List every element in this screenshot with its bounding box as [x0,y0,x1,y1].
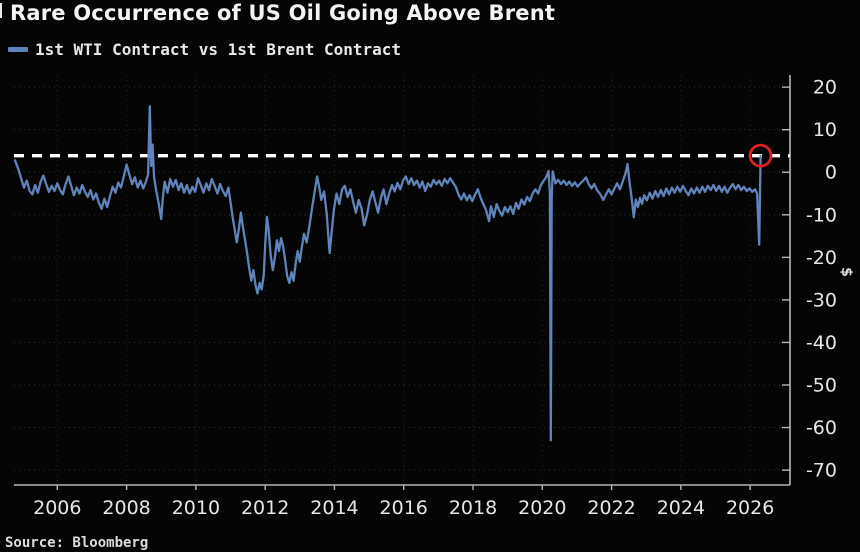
y-tick-label: -10 [806,204,837,226]
x-tick-label: 2012 [241,497,289,519]
screen-edge-artifact [0,3,2,18]
y-tick-label: -60 [806,417,837,439]
y-tick-label: -20 [806,247,837,269]
x-tick-label: 2008 [102,497,150,519]
highlight-circle [748,143,773,168]
chart-title: Rare Occurrence of US Oil Going Above Br… [10,1,556,25]
source-credit: Source: Bloomberg [5,535,149,551]
chart-legend: 1st WTI Contract vs 1st Brent Contract [8,40,401,59]
y-tick-label: -70 [806,460,837,482]
spread-line [13,105,762,442]
y-tick-label: -40 [806,332,837,354]
legend-line-swatch [8,47,28,52]
x-tick-label: 2022 [587,497,635,519]
y-tick-label: 0 [825,162,837,184]
x-tick-label: 2018 [449,497,497,519]
legend-label: 1st WTI Contract vs 1st Brent Contract [35,40,402,59]
y-tick-label: -30 [806,289,837,311]
x-tick-label: 2020 [518,497,566,519]
x-tick-label: 2016 [380,497,428,519]
x-tick-label: 2014 [310,497,358,519]
y-tick-label: 20 [813,77,837,99]
y-tick-label: 10 [813,119,837,141]
x-tick-label: 2006 [33,497,81,519]
x-tick-label: 2026 [726,497,774,519]
y-axis-unit-dollar: $ [838,267,854,277]
x-tick-label: 2010 [172,497,220,519]
y-tick-label: -50 [806,375,837,397]
x-tick-label: 2024 [657,497,705,519]
